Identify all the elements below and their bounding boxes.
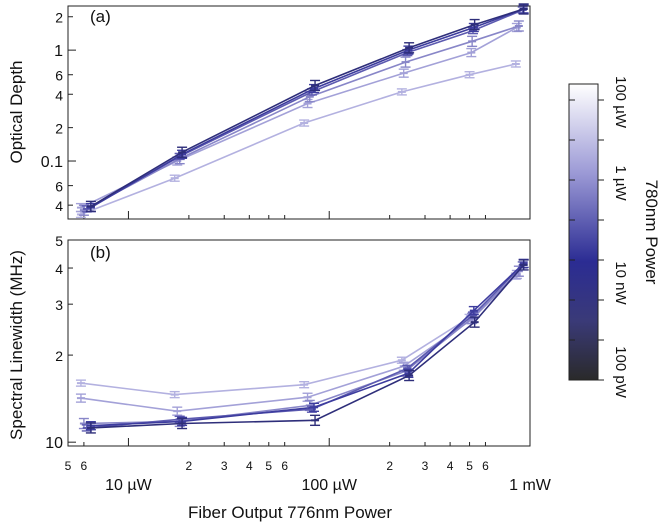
colorbar-gradient: [568, 83, 599, 381]
y-tick-label: 3: [55, 297, 63, 313]
panel-a-y-ticks: 4 6 0.1 2 4 6 1 2: [41, 10, 76, 214]
y-tick-label: 10: [45, 435, 63, 452]
panel-b-label: (b): [90, 243, 111, 262]
x-minor-tick-label: 2: [186, 459, 193, 473]
y-tick-label: 2: [55, 348, 63, 364]
panel-b-y-ticks: 10 2 3 4 5: [45, 233, 76, 452]
colorbar-tick-label: 100 pW: [612, 346, 629, 399]
x-axis-tick-labels: 5 6 2 3 4 5 6 2 3 4 5 610 µW 100 µW 1 mW: [65, 459, 552, 494]
panel-a-frame: [67, 5, 531, 220]
panel-b-frame: [67, 239, 531, 447]
x-major-tick-label: 1 mW: [509, 477, 552, 494]
x-minor-tick-label: 5: [265, 459, 272, 473]
series-line: [90, 264, 525, 429]
colorbar: 100 µW 1 µW 10 nW 100 pW 780nm Power: [568, 76, 659, 399]
x-major-tick-label: 100 µW: [301, 477, 357, 494]
x-minor-tick-label: 4: [246, 459, 253, 473]
y-tick-label: 2: [55, 10, 63, 26]
panel-a-label: (a): [90, 7, 111, 26]
x-major-tick-label: 10 µW: [105, 477, 152, 494]
x-minor-tick-label: 6: [482, 459, 489, 473]
x-minor-tick-label: 6: [81, 459, 88, 473]
colorbar-tick-label: 10 nW: [612, 261, 629, 305]
series-line: [90, 262, 525, 427]
series-line: [90, 8, 524, 208]
series-line: [83, 270, 520, 425]
x-minor-tick-label: 5: [65, 459, 72, 473]
series-line: [83, 25, 520, 211]
y-tick-label: 2: [55, 121, 63, 137]
x-minor-tick-label: 3: [422, 459, 429, 473]
x-minor-tick-label: 6: [281, 459, 288, 473]
colorbar-title: 780nm Power: [642, 180, 659, 285]
series-line: [90, 8, 524, 209]
panel-a-x-ticks: [67, 211, 531, 219]
x-minor-tick-label: 5: [466, 459, 473, 473]
x-minor-tick-label: 3: [221, 459, 228, 473]
x-minor-tick-label: 4: [447, 459, 454, 473]
y-tick-label: 4: [55, 261, 63, 277]
x-axis-title: Fiber Output 776nm Power: [188, 503, 392, 522]
panel-b-ylabel: Spectral Linewidth (MHz): [7, 250, 26, 440]
series-line: [80, 26, 518, 209]
y-tick-label: 6: [55, 179, 63, 195]
panel-a-ylabel: Optical Depth: [7, 61, 26, 164]
panel-b-series: [75, 258, 529, 434]
series-line: [80, 63, 516, 216]
panel-a: (a) Optical Depth 4 6 0.1 2 4 6 1 2: [7, 3, 531, 220]
panel-b-x-ticks: [67, 438, 531, 446]
series-line: [86, 9, 524, 210]
series-line: [86, 264, 524, 429]
y-tick-label: 0.1: [41, 154, 63, 171]
panel-a-series: [75, 3, 529, 219]
panel-b: (b) Spectral Linewidth (MHz) 10 2 3 4 5: [7, 233, 531, 452]
colorbar-tick-label: 1 µW: [612, 165, 629, 201]
y-tick-label: 4: [55, 198, 63, 214]
x-minor-tick-label: 2: [386, 459, 393, 473]
y-tick-label: 6: [55, 68, 63, 84]
y-tick-label: 4: [55, 87, 63, 103]
y-tick-label: 1: [54, 43, 63, 60]
y-tick-label: 5: [55, 233, 63, 249]
colorbar-ticks: 100 µW 1 µW 10 nW 100 pW: [569, 76, 629, 399]
colorbar-tick-label: 100 µW: [612, 76, 629, 129]
